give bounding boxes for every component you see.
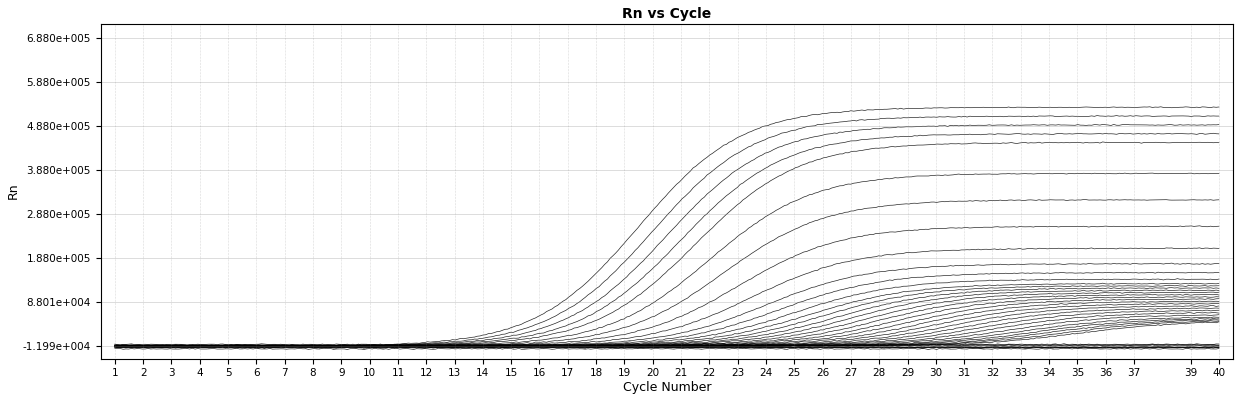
Y-axis label: Rn: Rn bbox=[7, 183, 20, 199]
X-axis label: Cycle Number: Cycle Number bbox=[622, 381, 711, 394]
Title: Rn vs Cycle: Rn vs Cycle bbox=[622, 7, 712, 21]
